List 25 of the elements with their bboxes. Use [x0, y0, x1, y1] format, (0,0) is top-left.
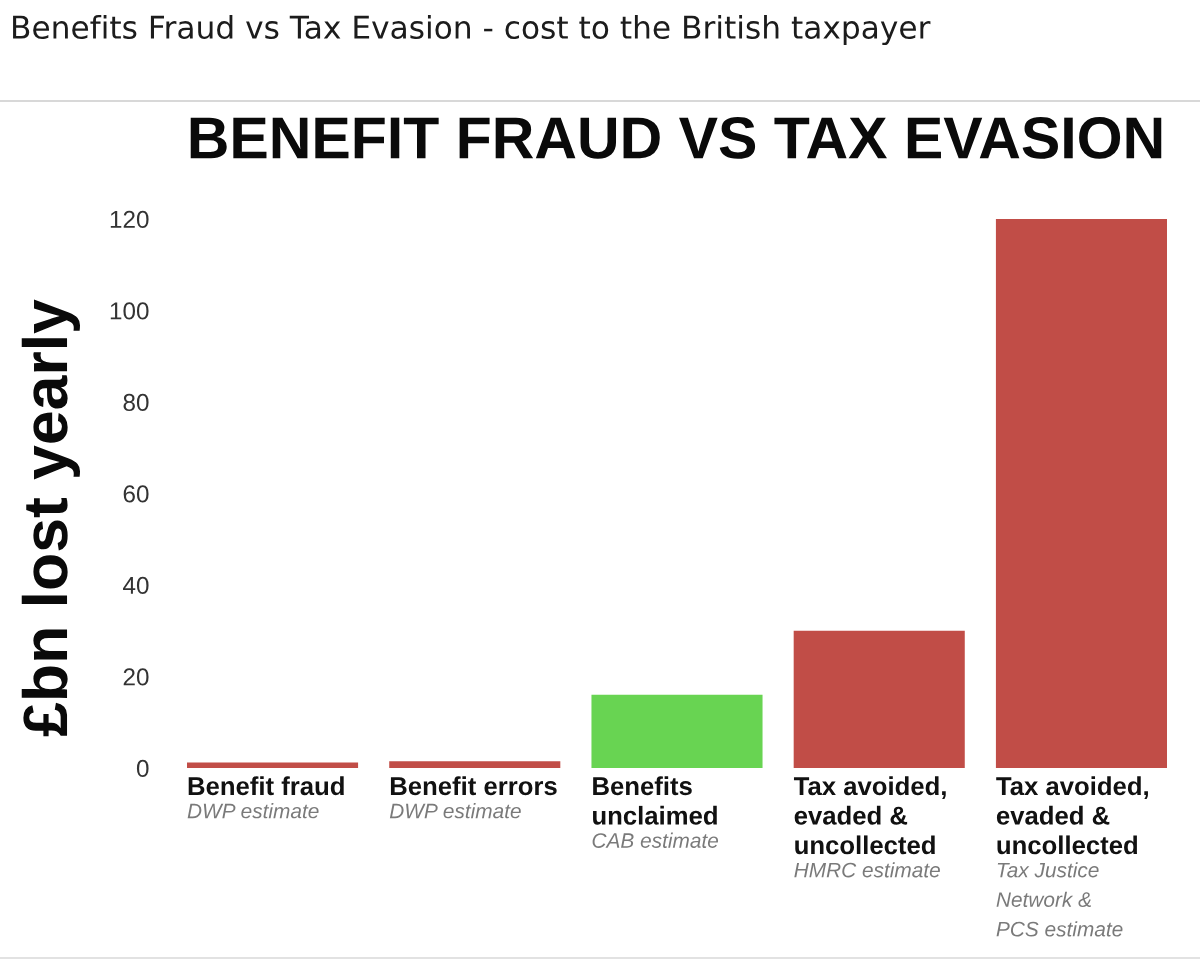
y-tick-label: 80: [123, 393, 149, 412]
y-tick-label: 0: [136, 759, 149, 778]
text: DWP estimate: [187, 803, 319, 819]
text: DWP estimate: [389, 803, 521, 819]
text: CAB estimate: [592, 832, 719, 848]
y-tick-label: 60: [123, 485, 149, 503]
chart-subtitle: BENEFIT FRAUD VS TAX EVASION: [190, 117, 1162, 159]
bar: [187, 762, 359, 768]
bar: [995, 219, 1167, 768]
bar: [793, 630, 965, 768]
x-tick-label: Benefit errors: [390, 776, 557, 796]
bar: [389, 761, 561, 768]
x-tick-label: Tax avoided, evaded & uncollected: [793, 776, 946, 855]
x-tick-label: Benefit fraud: [188, 776, 344, 796]
text: Tax Justice Network & PCS estimate: [996, 862, 1123, 937]
x-tick-label: Tax avoided, evaded & uncollected: [996, 776, 1148, 855]
text: HMRC estimate: [794, 862, 940, 878]
y-tick-label: 40: [123, 576, 149, 595]
y-tick-label: 100: [110, 302, 149, 320]
y-tick-label: 20: [123, 668, 149, 686]
chart-title: Benefits Fraud vs Tax Evasion - cost to the British taxpayer: [13, 14, 931, 46]
x-tick-label: Benefits unclaimed: [593, 776, 717, 825]
bar: [591, 694, 763, 768]
y-tick-label: 120: [110, 210, 149, 229]
y-axis-title: £bn lost yearly: [21, 299, 80, 737]
